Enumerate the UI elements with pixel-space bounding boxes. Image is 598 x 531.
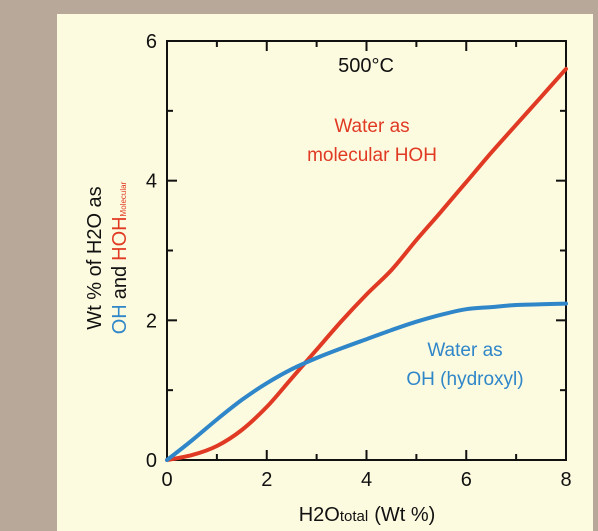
chart-panel [57, 14, 593, 531]
y-axis-label-line-1: Wt % of H2O as [84, 186, 106, 329]
y-axis-label-and: and [109, 266, 131, 299]
y-axis-label-group: Wt % of H2O as OH and HOHMolecular [84, 181, 131, 334]
x-axis-label-tail: (Wt %) [374, 504, 435, 526]
y-axis-label-hoh: HOH [109, 216, 131, 260]
x-tick-label: 6 [461, 469, 472, 491]
molecular-label-line-1: Water as [334, 116, 409, 137]
x-tick-label: 4 [361, 469, 372, 491]
molecular-label-line-2: molecular HOH [307, 145, 437, 166]
y-axis-label-line-2: OH and HOHMolecular [109, 181, 131, 334]
x-tick-label: 0 [161, 469, 172, 491]
series-layer [165, 66, 568, 462]
x-tick-label: 8 [560, 469, 571, 491]
x-axis-label-main: H2O [299, 504, 340, 526]
chart-title: 500°C [338, 55, 394, 77]
axis-layer: 0 2 4 6 8 0 2 4 6 [146, 31, 572, 491]
x-axis-label: H2Ototal (Wt %) [299, 504, 436, 526]
y-tick-label: 6 [146, 31, 157, 53]
x-tick-label: 2 [261, 469, 272, 491]
y-tick-label: 0 [146, 450, 157, 472]
y-tick-label: 2 [146, 310, 157, 332]
y-axis-label-hoh-sub: Molecular [119, 181, 128, 216]
hydroxyl-series-line [165, 301, 568, 462]
y-tick-label: 4 [146, 171, 157, 193]
plot-frame [166, 40, 567, 461]
y-axis-label-oh: OH [109, 304, 131, 334]
hydroxyl-label-line-2: OH (hydroxyl) [406, 369, 523, 390]
x-axis-label-sub: total [340, 508, 368, 525]
hydroxyl-label-line-1: Water as [427, 340, 502, 361]
molecular-series-line [165, 66, 568, 462]
